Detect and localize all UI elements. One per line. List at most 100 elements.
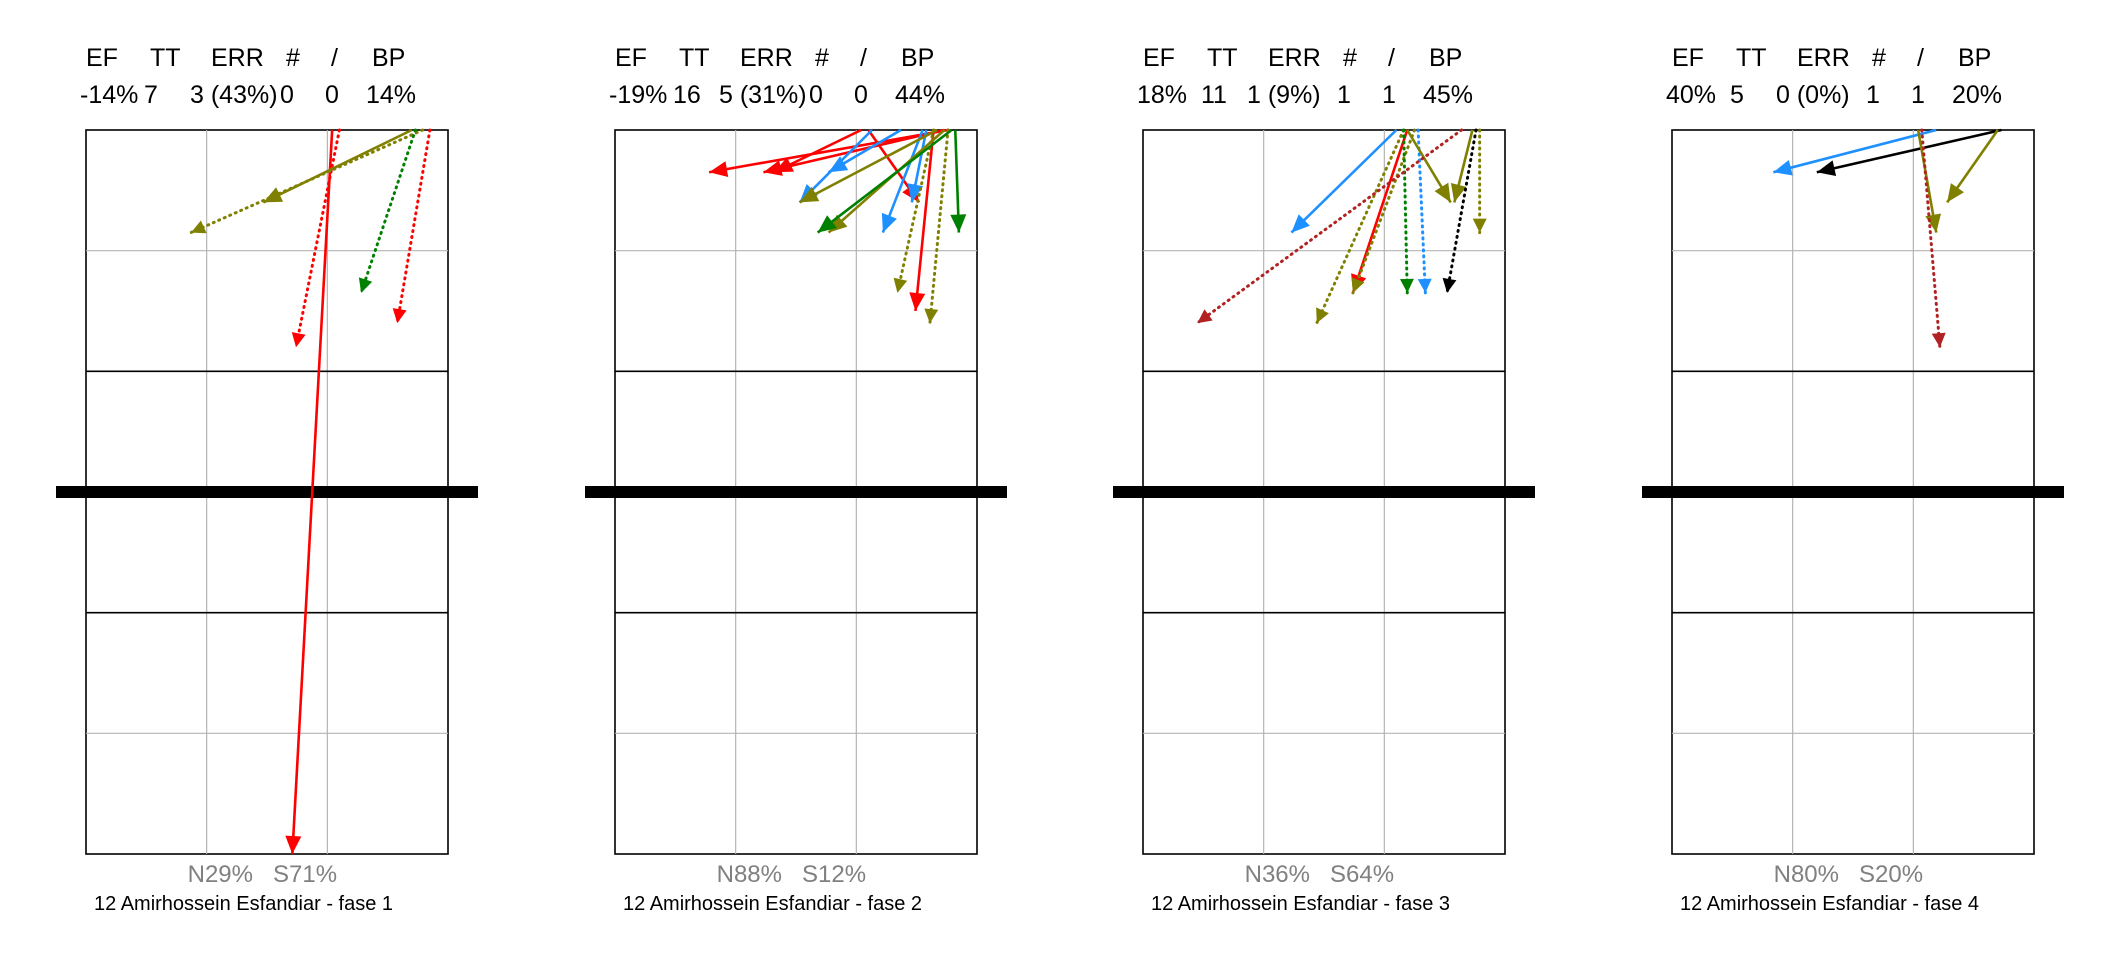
stat-value: 5 (31%) <box>719 81 807 109</box>
trajectory-line <box>1195 128 1464 325</box>
trajectory-line <box>1351 129 1409 294</box>
arrowhead <box>1947 183 1964 203</box>
stat-value: 16 <box>673 81 701 109</box>
trajectory-line <box>1773 128 1937 174</box>
trajectory-line <box>763 128 945 174</box>
distribution-left: N29% <box>188 861 253 888</box>
trajectory-line <box>881 129 924 234</box>
stat-header: TT <box>1207 44 1238 72</box>
arrowhead <box>1472 218 1487 233</box>
arrowhead <box>799 186 820 203</box>
panel-1: EF TT ERR # / BP-14% 7 3 (43%) 0 0 14%N29% S71%12 A… <box>56 44 478 915</box>
stat-value: 1 (9%) <box>1247 81 1321 109</box>
trajectory-line <box>1351 128 1416 295</box>
distribution-right: S12% <box>802 861 866 888</box>
stat-value: 3 (43%) <box>190 81 278 109</box>
arrowhead <box>1773 160 1793 176</box>
arrowhead <box>817 215 837 233</box>
stat-value: 1 <box>1866 81 1880 109</box>
trajectory-line <box>816 128 953 234</box>
arrowhead <box>1197 309 1213 324</box>
panel-caption: 12 Amirhossein Esfandiar - fase 1 <box>94 893 393 915</box>
trajectory-line <box>708 128 949 174</box>
arrowhead <box>358 277 373 293</box>
distribution-right: S71% <box>273 861 337 888</box>
distribution-right: S64% <box>1330 861 1394 888</box>
trajectory-line <box>895 128 936 295</box>
arrowhead <box>950 214 967 233</box>
stat-header: ERR <box>211 44 264 72</box>
stat-header: ERR <box>1797 44 1850 72</box>
arrowhead <box>1351 277 1365 293</box>
stat-value: 18% <box>1137 81 1187 109</box>
panel-caption: 12 Amirhossein Esfandiar - fase 2 <box>623 893 922 915</box>
stat-value: 1 <box>1382 81 1396 109</box>
arrowhead <box>191 220 207 234</box>
arrowhead <box>1931 332 1946 348</box>
stat-header: EF <box>86 44 118 72</box>
stat-value: 20% <box>1952 81 2002 109</box>
trajectory-line <box>914 129 935 312</box>
stat-value: 1 <box>1337 81 1351 109</box>
arrowhead <box>709 161 729 177</box>
trajectory-line <box>1920 128 1942 349</box>
distribution-left: N80% <box>1774 861 1839 888</box>
trajectory-line <box>262 128 413 204</box>
distribution-left: N36% <box>1245 861 1310 888</box>
stat-value: 0 <box>854 81 868 109</box>
stat-header: TT <box>1736 44 1767 72</box>
trajectory-line <box>928 128 950 325</box>
stat-value: 14% <box>366 81 416 109</box>
panel-caption: 12 Amirhossein Esfandiar - fase 3 <box>1151 893 1450 915</box>
stat-header: / <box>860 44 867 72</box>
stat-header: BP <box>1958 44 1991 72</box>
arrowhead <box>1450 183 1467 203</box>
stat-header: ERR <box>740 44 793 72</box>
stat-header: BP <box>372 44 405 72</box>
stat-header: # <box>1872 44 1886 72</box>
stat-header: # <box>815 44 829 72</box>
stat-value: 0 (0%) <box>1776 81 1850 109</box>
stat-value: 0 <box>809 81 823 109</box>
panel-2: EF TT ERR # / BP-19% 16 5 (31%) 0 0 44%N88% S12%12 … <box>585 44 1007 915</box>
trajectory-line <box>1445 128 1478 295</box>
stat-value: 5 <box>1730 81 1744 109</box>
arrowhead <box>1316 307 1329 324</box>
arrowhead <box>1434 182 1451 203</box>
stat-value: -19% <box>609 81 667 109</box>
trajectory-line <box>359 128 417 295</box>
distribution-right: S20% <box>1859 861 1923 888</box>
stat-value: 1 <box>1911 81 1925 109</box>
stat-header: TT <box>679 44 710 72</box>
arrowhead <box>1442 277 1457 293</box>
arrowhead <box>392 308 407 324</box>
arrowhead <box>1400 278 1414 293</box>
trajectory-line <box>291 129 334 855</box>
stat-value: 0 <box>325 81 339 109</box>
arrowhead <box>285 835 302 854</box>
trajectory-line <box>294 128 341 349</box>
arrowhead <box>1816 160 1837 176</box>
arrowhead <box>1417 278 1432 293</box>
stat-value: 45% <box>1423 81 1473 109</box>
arrowhead <box>291 332 306 348</box>
stat-header: TT <box>150 44 181 72</box>
panel-caption: 12 Amirhossein Esfandiar - fase 4 <box>1680 893 1979 915</box>
arrowhead <box>1925 213 1941 233</box>
stat-value: 7 <box>144 81 158 109</box>
arrowhead <box>1291 214 1310 233</box>
stat-header: EF <box>615 44 647 72</box>
stat-header: / <box>331 44 338 72</box>
panel-4: EF TT ERR # / BP 40% 5 0 (0%) 1 1 20% N80% S20% 12 Ami… <box>1642 44 2064 915</box>
stat-header: ERR <box>1268 44 1321 72</box>
stat-header: / <box>1388 44 1395 72</box>
stat-value: 44% <box>895 81 945 109</box>
stat-value: 40% <box>1666 81 1716 109</box>
stat-header: EF <box>1143 44 1175 72</box>
stat-value: 11 <box>1201 81 1227 109</box>
stat-header: # <box>1343 44 1357 72</box>
arrowhead <box>774 157 794 173</box>
arrowhead <box>828 156 849 173</box>
